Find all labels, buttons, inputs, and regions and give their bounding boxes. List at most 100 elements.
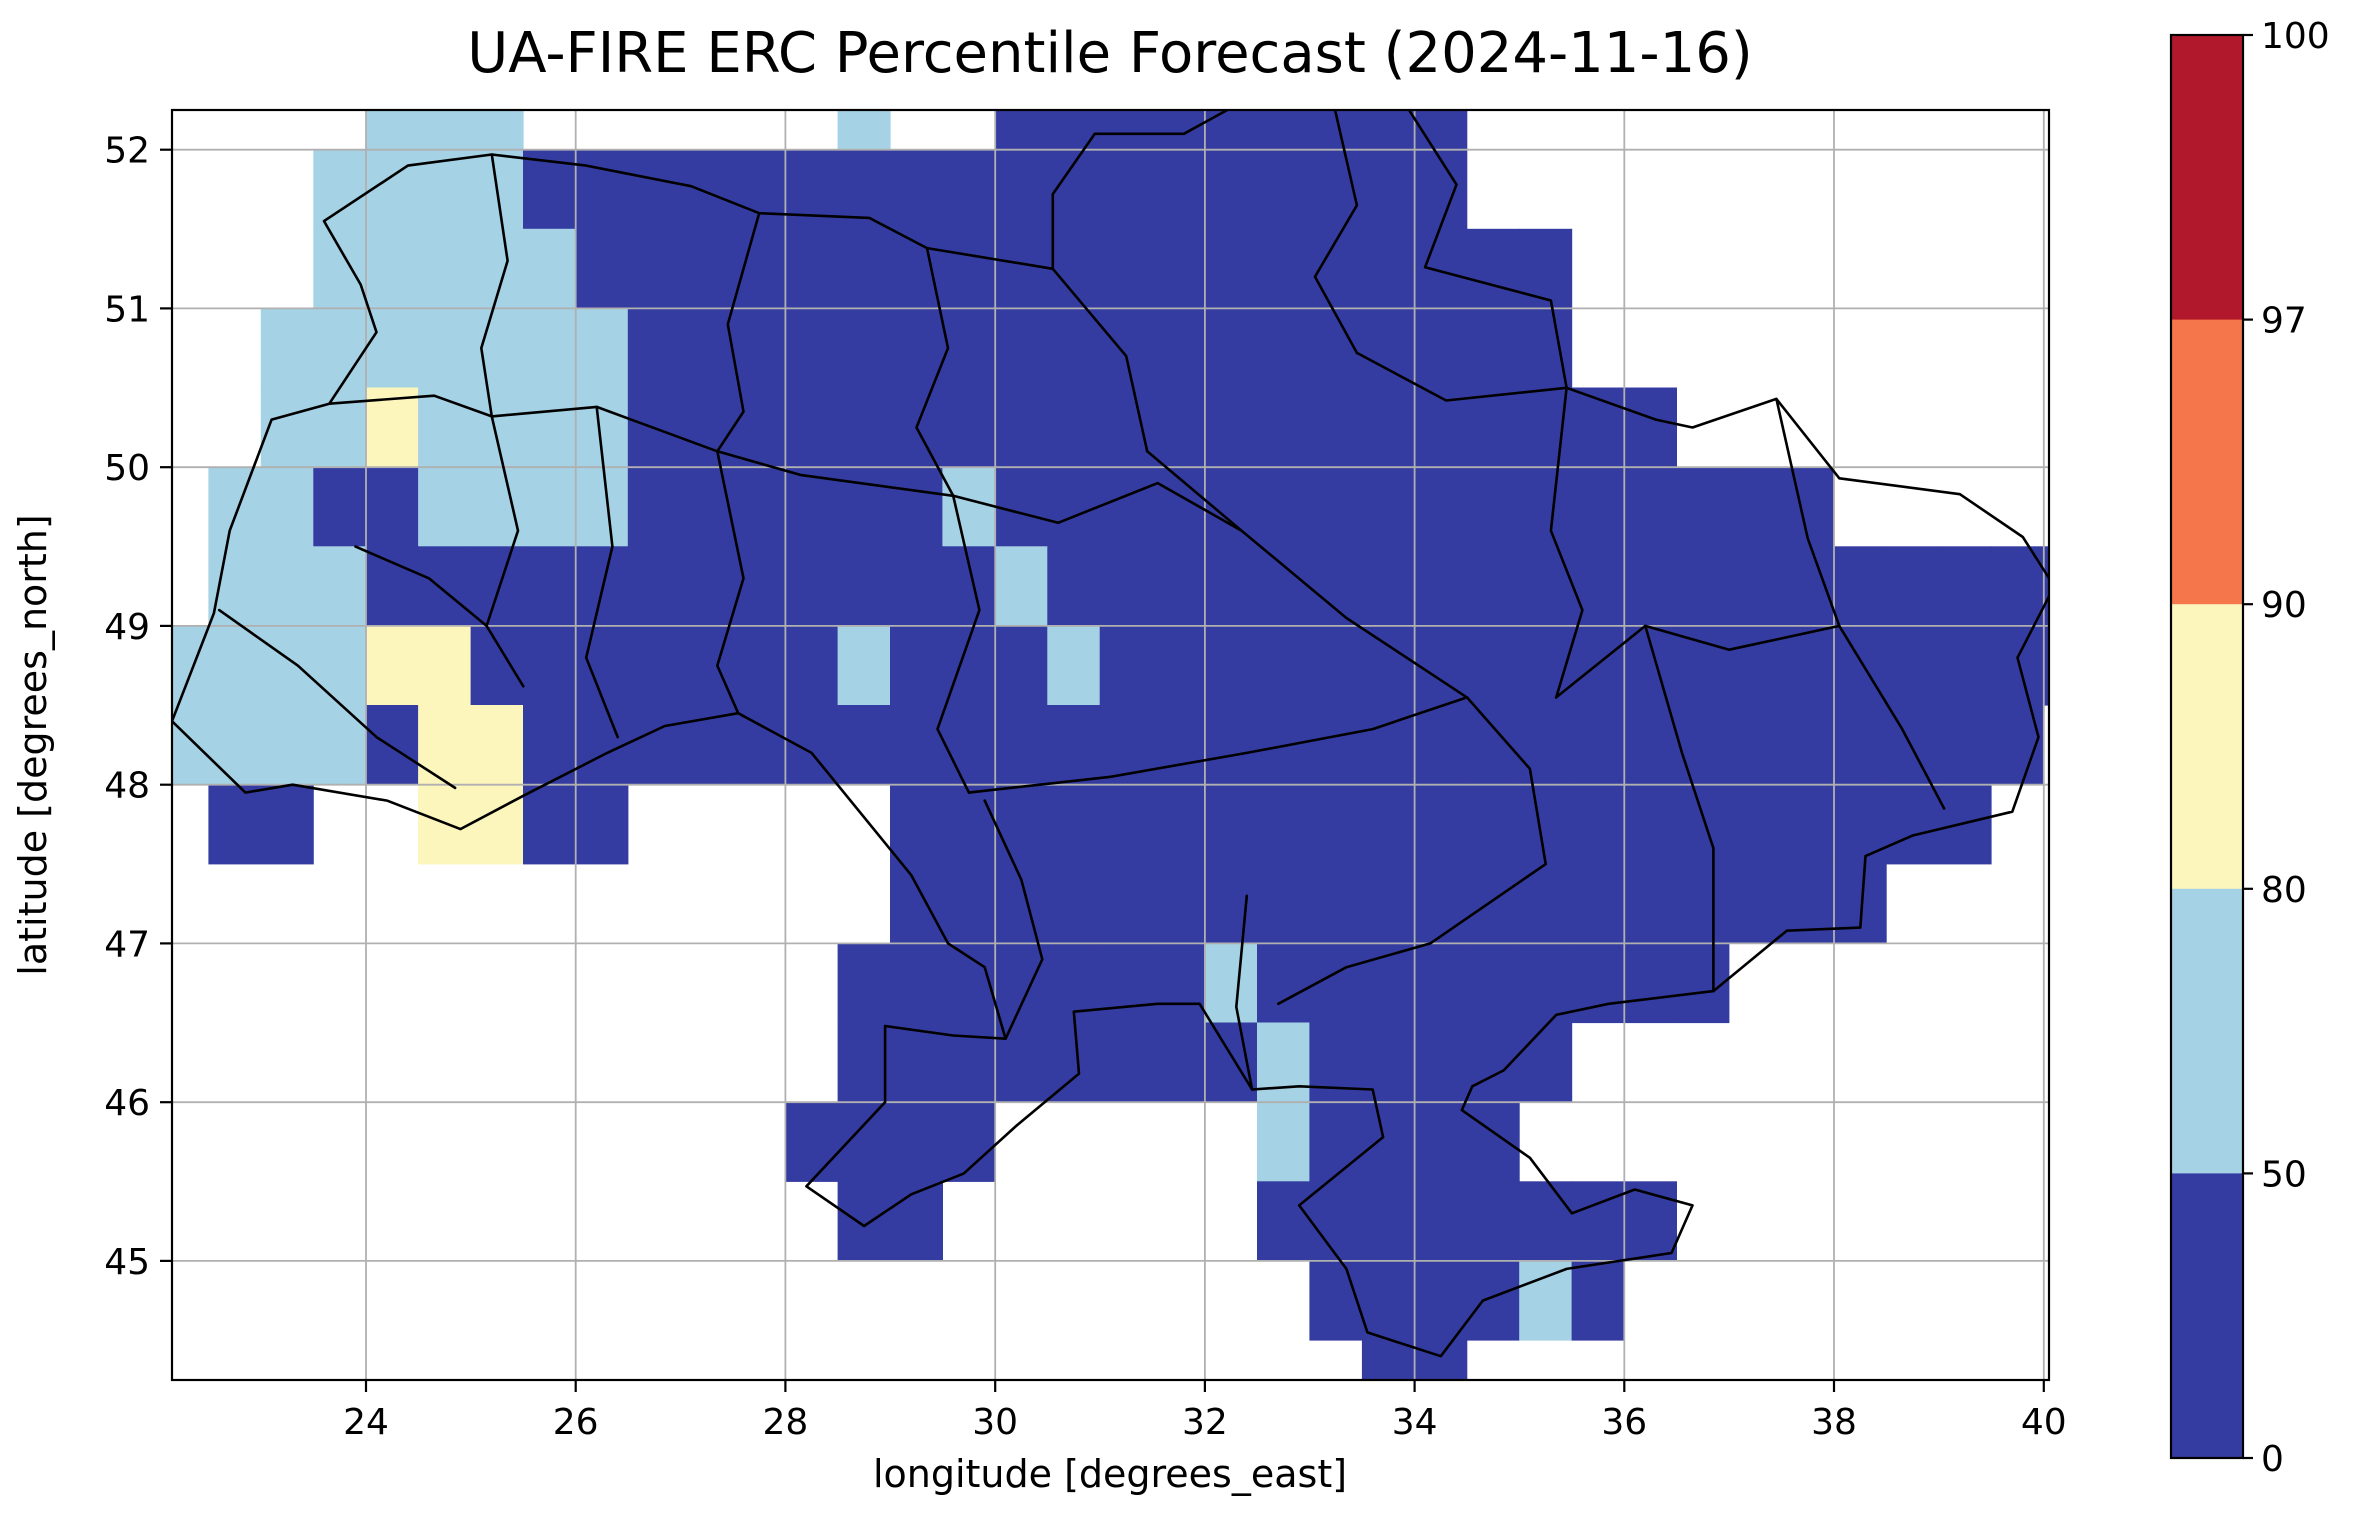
- heatmap-cell: [1204, 784, 1258, 865]
- heatmap-cell: [1309, 705, 1363, 785]
- y-axis-label: latitude [degrees_north]: [11, 514, 55, 975]
- heatmap-cell: [1152, 110, 1206, 150]
- heatmap-cell: [470, 625, 524, 706]
- heatmap-cell: [1676, 466, 1730, 547]
- oblast-border: [1051, 267, 1149, 453]
- heatmap-cell: [418, 625, 472, 706]
- heatmap-cell: [313, 466, 367, 547]
- heatmap-cell: [942, 546, 996, 627]
- heatmap-cell: [1099, 784, 1153, 865]
- heatmap-cell: [1781, 705, 1835, 785]
- heatmap-cell: [1676, 546, 1730, 627]
- heatmap-cell: [680, 387, 734, 468]
- heatmap-cell: [1519, 943, 1573, 1024]
- heatmap-cell: [575, 705, 629, 785]
- heatmap-cell: [680, 149, 734, 230]
- heatmap-cell: [418, 387, 472, 468]
- heatmap-cell: [1099, 466, 1153, 547]
- heatmap-cell: [1152, 625, 1206, 706]
- heatmap-cell: [1676, 705, 1730, 785]
- heatmap-cell: [1414, 705, 1468, 785]
- heatmap-cell: [575, 784, 629, 865]
- heatmap-cell: [1833, 625, 1887, 706]
- heatmap-cell: [1571, 387, 1625, 468]
- oblast-border: [1644, 624, 1715, 993]
- heatmap-cell: [1257, 466, 1310, 547]
- heatmap-cell: [313, 705, 367, 785]
- oblast-border: [983, 799, 1044, 1040]
- region-borders: [172, 110, 2049, 1358]
- colorbar-segment: [2171, 319, 2243, 605]
- heatmap-cell: [1309, 546, 1363, 627]
- heatmap-cell: [1466, 943, 1520, 1024]
- colorbar-segment: [2171, 604, 2243, 890]
- heatmap-cell: [1519, 546, 1573, 627]
- heatmap-cell: [942, 149, 996, 230]
- heatmap-cell: [837, 1181, 891, 1262]
- heatmap-cell: [523, 228, 576, 309]
- x-tick-label: 24: [343, 1402, 389, 1443]
- heatmap-cell: [313, 387, 367, 468]
- heatmap-cell: [1624, 466, 1677, 547]
- heatmap-cell: [523, 387, 576, 468]
- heatmap-cell: [942, 943, 996, 1024]
- heatmap-cell: [1991, 625, 2044, 706]
- heatmap-cell: [523, 308, 576, 389]
- heatmap-cell: [837, 228, 891, 309]
- heatmap-cell: [470, 110, 524, 150]
- heatmap-cell: [418, 705, 472, 785]
- y-tick-label: 51: [104, 289, 150, 330]
- heatmap-cell: [890, 1022, 943, 1103]
- oblast-border: [967, 696, 1469, 794]
- heatmap-cell: [1728, 625, 1782, 706]
- heatmap-cell: [994, 705, 1048, 785]
- heatmap-cell: [1152, 943, 1206, 1024]
- heatmap-cell: [208, 784, 262, 865]
- heatmap-cell: [1309, 1181, 1363, 1262]
- heatmap-cell: [260, 546, 314, 627]
- oblast-border: [1549, 386, 1584, 699]
- heatmap-cell: [1519, 784, 1573, 865]
- heatmap-cell: [627, 546, 681, 627]
- heatmap-cell: [837, 110, 891, 150]
- heatmap-cell: [837, 308, 891, 389]
- heatmap-cell: [890, 784, 943, 865]
- heatmap-cell: [1257, 387, 1310, 468]
- heatmap-cell: [1047, 1022, 1101, 1103]
- heatmap-cell: [1047, 625, 1101, 706]
- heatmap-cell: [1938, 625, 1992, 706]
- oblast-border: [217, 608, 457, 790]
- heatmap-cell: [1257, 1022, 1310, 1103]
- oblast-border: [1145, 450, 1547, 1006]
- heatmap-cell: [1519, 625, 1573, 706]
- heatmap-cell: [260, 466, 314, 547]
- x-tick-label: 26: [553, 1402, 599, 1443]
- heatmap-cell: [1676, 784, 1730, 865]
- heatmap-cell: [1728, 466, 1782, 547]
- heatmap-cell: [575, 466, 629, 547]
- heatmap-cell: [890, 943, 943, 1024]
- heatmap-cell: [1257, 625, 1310, 706]
- heatmap-cell: [172, 705, 209, 785]
- heatmap-cell: [575, 308, 629, 389]
- heatmap-cell: [1728, 546, 1782, 627]
- heatmap-cell: [1728, 784, 1782, 865]
- heatmap-cell: [627, 705, 681, 785]
- heatmap-cell: [994, 308, 1048, 389]
- heatmap-cell: [1571, 546, 1625, 627]
- heatmap-cell: [1414, 1022, 1468, 1103]
- heatmap-cell: [260, 705, 314, 785]
- heatmap-cell: [1414, 784, 1468, 865]
- heatmap-cell: [1466, 308, 1520, 389]
- heatmap-cell: [523, 784, 576, 865]
- heatmap-cell: [470, 466, 524, 547]
- heatmap-cell: [365, 546, 419, 627]
- heatmap-cell: [1152, 466, 1206, 547]
- oblast-border: [1313, 110, 1359, 355]
- heatmap-cell: [208, 625, 262, 706]
- heatmap-cell: [994, 387, 1048, 468]
- heatmap-cell: [1728, 863, 1782, 944]
- heatmap-cell: [470, 784, 524, 865]
- heatmap-cell: [1152, 705, 1206, 785]
